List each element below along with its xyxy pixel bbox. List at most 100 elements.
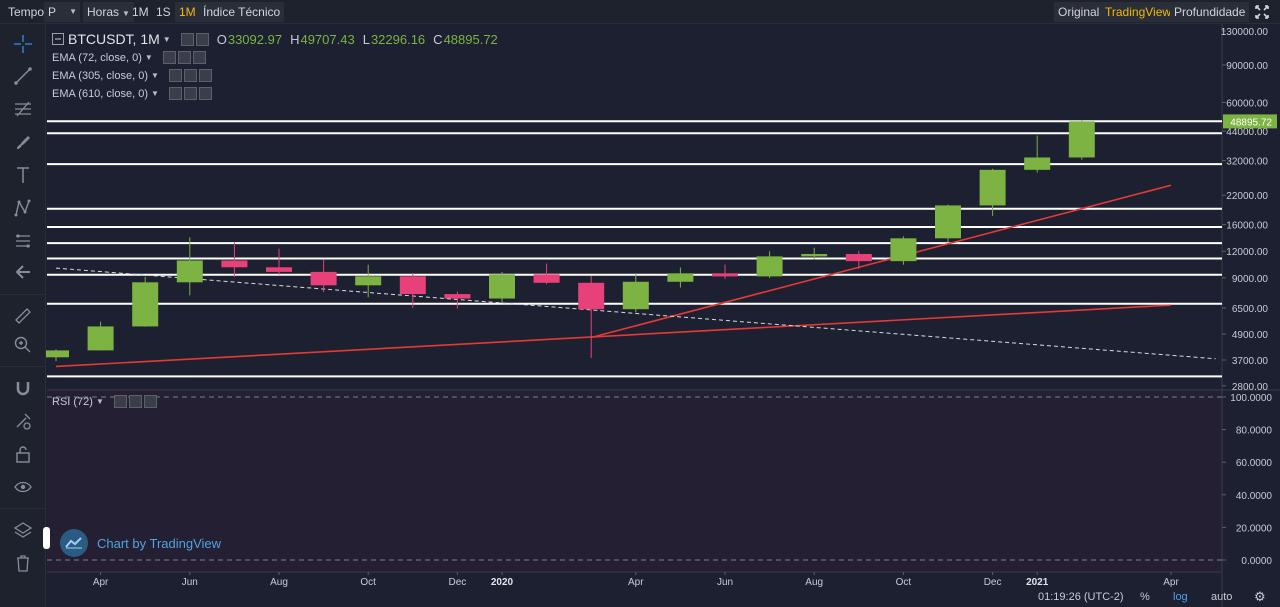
settings-icon[interactable] — [128, 395, 142, 408]
candle-down[interactable] — [845, 253, 872, 262]
indicator-label[interactable]: EMA (305, close, 0) — [52, 69, 148, 82]
candle-up[interactable] — [756, 256, 783, 277]
candle-up[interactable] — [890, 238, 917, 262]
settings-icon[interactable] — [177, 51, 191, 64]
candle-down[interactable] — [533, 274, 560, 283]
rsi-tick-label: 80.0000 — [1236, 426, 1273, 437]
stay-in-drawing-icon[interactable] — [9, 409, 37, 433]
indicator-label[interactable]: EMA (610, close, 0) — [52, 87, 148, 100]
back-arrow-icon[interactable] — [9, 260, 37, 284]
candle-up[interactable] — [176, 260, 203, 283]
eye-icon[interactable] — [9, 475, 37, 499]
ruler-icon[interactable] — [9, 304, 37, 328]
settings-icon[interactable] — [183, 87, 197, 100]
interval-1m-button[interactable]: 1M — [132, 5, 149, 19]
candle-up[interactable] — [1068, 121, 1095, 158]
pattern-icon[interactable] — [9, 196, 37, 220]
magnet-icon[interactable] — [9, 376, 37, 400]
tradingview-view-button[interactable]: TradingView — [1101, 2, 1176, 22]
technical-index-button[interactable]: Índice Técnico — [199, 2, 285, 22]
price-tick-label: 12000.00 — [1226, 247, 1268, 258]
candle-up[interactable] — [43, 350, 69, 358]
eye-icon[interactable] — [168, 87, 182, 100]
hours-dropdown[interactable]: Horas ▼ — [83, 2, 134, 22]
original-view-button[interactable]: Original — [1054, 2, 1104, 22]
settings-icon[interactable] — [183, 69, 197, 82]
time-tick-label: Aug — [270, 577, 288, 588]
eye-icon[interactable] — [168, 69, 182, 82]
candle-down[interactable] — [399, 276, 426, 295]
chevron-down-icon[interactable]: ▼ — [95, 397, 104, 406]
layers-icon[interactable] — [9, 518, 37, 542]
text-tool-icon[interactable] — [9, 163, 37, 187]
settings-icon[interactable] — [180, 32, 194, 46]
zoom-icon[interactable] — [9, 333, 37, 357]
last-price-marker — [1223, 114, 1277, 129]
price-tick-label: 22000.00 — [1226, 191, 1268, 202]
dashed-trend-line[interactable] — [55, 267, 1216, 360]
toolbar-collapse-handle[interactable] — [43, 527, 50, 549]
time-tick-label: Dec — [449, 577, 467, 588]
trend-line-icon[interactable] — [9, 64, 37, 88]
close-icon[interactable] — [192, 51, 206, 64]
close-icon[interactable] — [198, 69, 212, 82]
candle-up[interactable] — [801, 253, 828, 257]
time-tick-label: Oct — [896, 577, 912, 588]
collapse-icon[interactable] — [52, 33, 64, 45]
candle-up[interactable] — [935, 205, 961, 239]
candle-down[interactable] — [578, 282, 605, 310]
chevron-down-icon[interactable]: ▼ — [151, 89, 159, 98]
fib-retracement-icon[interactable] — [9, 97, 37, 121]
period-dropdown[interactable]: P ▼ — [44, 2, 80, 22]
auto-toggle[interactable]: auto — [1211, 591, 1233, 603]
trend-line[interactable] — [590, 184, 1172, 339]
tradingview-watermark[interactable]: Chart by TradingView — [60, 529, 221, 557]
candle-up[interactable] — [355, 276, 382, 286]
log-toggle[interactable]: log — [1173, 591, 1188, 603]
candle-down[interactable] — [221, 260, 248, 268]
trend-line[interactable] — [55, 304, 1172, 368]
close-icon[interactable] — [198, 87, 212, 100]
chevron-down-icon[interactable]: ▼ — [144, 53, 153, 62]
eye-icon[interactable] — [162, 51, 176, 64]
close-icon[interactable] — [143, 395, 157, 408]
candle-up[interactable] — [132, 282, 159, 327]
candle-up[interactable] — [1024, 157, 1051, 170]
indicator-label[interactable]: EMA (72, close, 0) — [52, 51, 142, 64]
candle-up[interactable] — [622, 281, 649, 310]
interval-1s-button[interactable]: 1S — [156, 5, 171, 19]
chevron-down-icon[interactable]: ▼ — [162, 34, 171, 44]
chevron-down-icon[interactable]: ▼ — [151, 71, 159, 80]
price-tick-label: 130000.00 — [1221, 27, 1269, 38]
source-icon[interactable] — [195, 32, 209, 46]
price-tick-label: 9000.00 — [1232, 274, 1269, 285]
candle-down[interactable] — [266, 267, 292, 272]
brush-icon[interactable] — [9, 130, 37, 154]
crosshair-icon[interactable] — [9, 32, 37, 56]
candle-down[interactable] — [444, 294, 471, 299]
rsi-label[interactable]: RSI (72) — [52, 395, 93, 408]
interval-1month-button[interactable]: 1M — [175, 2, 200, 22]
close-key: C — [433, 31, 443, 47]
gear-icon[interactable]: ⚙ — [1254, 589, 1266, 604]
depth-view-button[interactable]: Profundidade — [1170, 2, 1250, 22]
time-tick-label: Oct — [360, 577, 376, 588]
fullscreen-icon[interactable] — [1250, 2, 1274, 22]
symbol-label[interactable]: BTCUSDT, 1M — [68, 31, 160, 47]
trash-icon[interactable] — [9, 551, 37, 575]
candle-up[interactable] — [667, 273, 694, 282]
percent-toggle[interactable]: % — [1140, 591, 1150, 603]
bottom-bar: 01:19:26 (UTC-2) % log auto ⚙ — [1000, 589, 1280, 607]
candle-down[interactable] — [712, 273, 738, 277]
prediction-icon[interactable] — [9, 229, 37, 253]
time-tick-label: 2021 — [1026, 577, 1049, 588]
eye-icon[interactable] — [113, 395, 127, 408]
candle-up[interactable] — [489, 274, 515, 299]
candle-up[interactable] — [979, 169, 1006, 206]
close-value: 48895.72 — [443, 31, 498, 47]
lock-icon[interactable] — [9, 442, 37, 466]
candle-up[interactable] — [87, 326, 114, 351]
candle-down[interactable] — [310, 271, 337, 286]
watermark-text[interactable]: Chart by TradingView — [97, 535, 222, 551]
